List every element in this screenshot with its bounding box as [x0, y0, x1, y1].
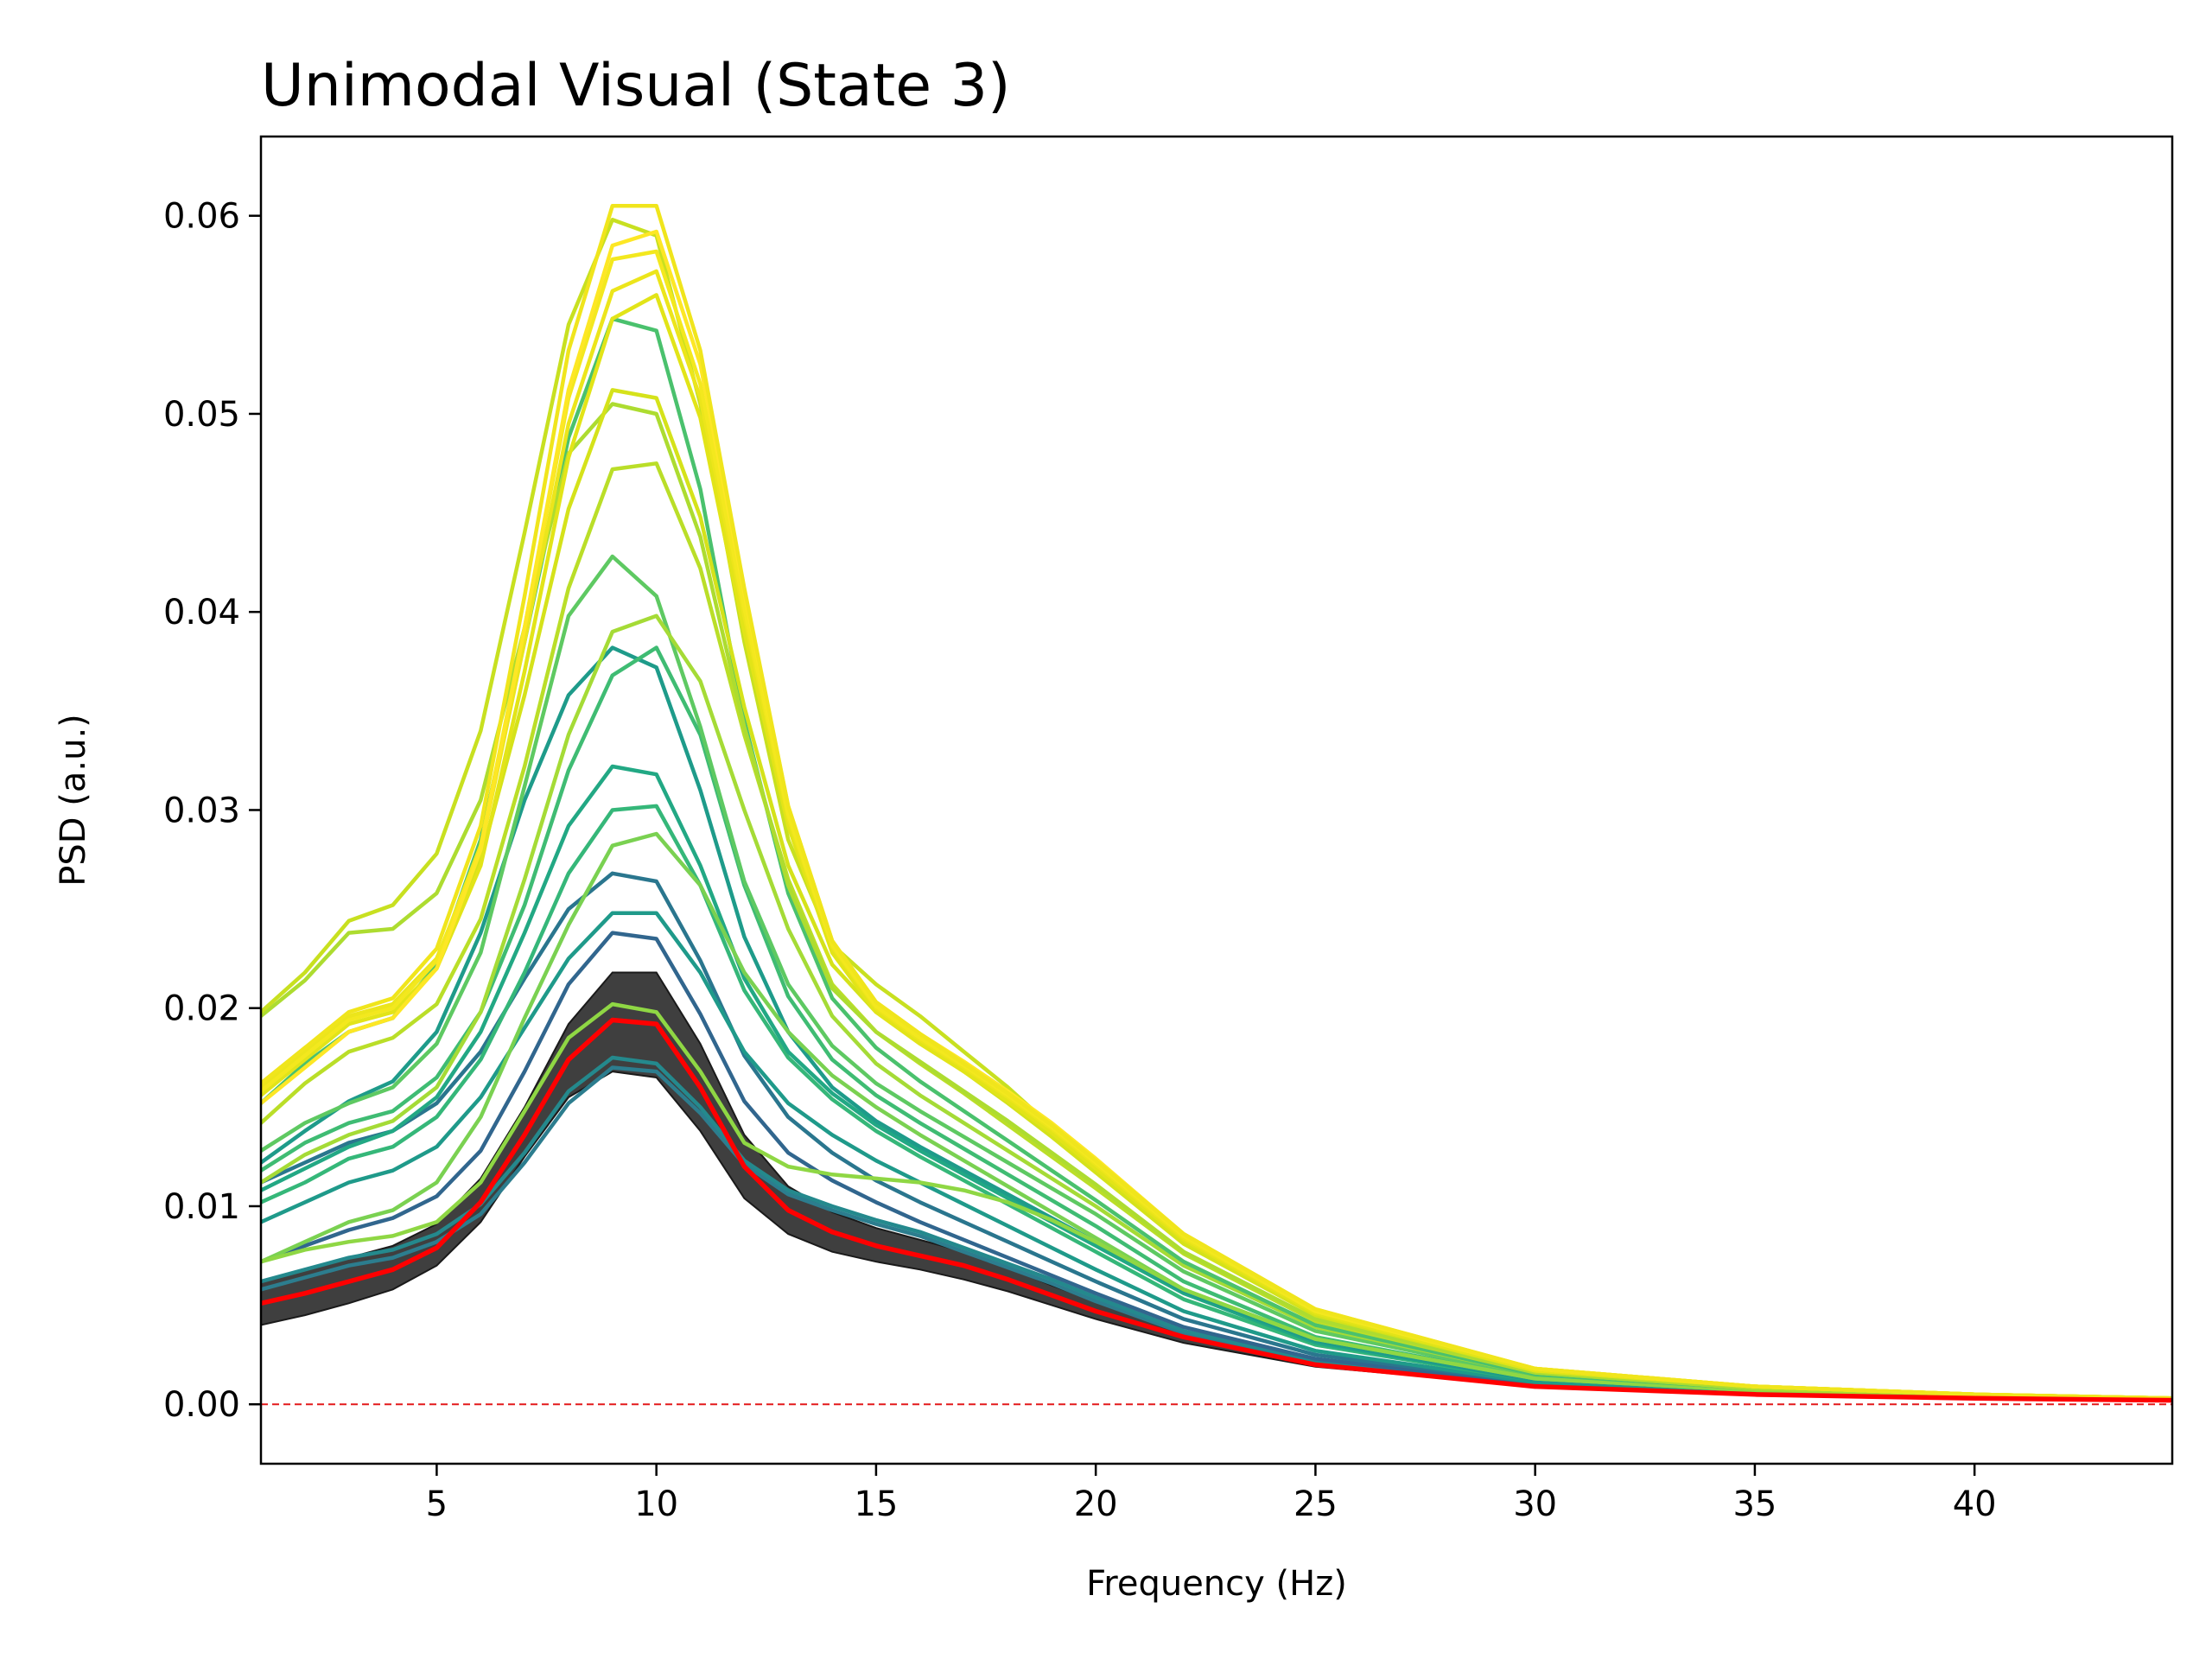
- x-tick-label: 20: [1074, 1484, 1118, 1524]
- y-tick-label: 0.00: [163, 1385, 240, 1425]
- series-line-16: [261, 402, 2172, 1402]
- y-tick-label: 0.02: [163, 989, 240, 1029]
- series-line-2: [261, 1055, 2172, 1402]
- x-tick-label: 15: [854, 1484, 898, 1524]
- x-tick-label: 25: [1294, 1484, 1338, 1524]
- y-tick-label: 0.04: [163, 593, 240, 632]
- series-line-3: [261, 931, 2172, 1402]
- x-tick-label: 40: [1953, 1484, 1997, 1524]
- x-tick-label: 35: [1732, 1484, 1777, 1524]
- plot-frame: [259, 135, 2174, 1465]
- x-tick-label: 5: [426, 1484, 448, 1524]
- y-axis: 0.00 0.01 0.02 0.03 0.04 0.05 0.06: [163, 197, 261, 1425]
- series-line-4: [261, 871, 2172, 1402]
- series-line-6: [261, 804, 2172, 1402]
- y-tick-label: 0.06: [163, 197, 240, 237]
- series-line-23: [261, 203, 2172, 1401]
- x-tick-label: 10: [634, 1484, 678, 1524]
- y-tick-label: 0.03: [163, 791, 240, 830]
- y-tick-label: 0.01: [163, 1187, 240, 1227]
- series-line-10: [261, 554, 2172, 1402]
- mean-line: [261, 1017, 2172, 1403]
- x-axis: 5 10 15 20 25 30 35 40: [426, 1464, 1997, 1524]
- series-line-12: [261, 1001, 2172, 1402]
- series-line-9: [261, 645, 2172, 1402]
- chart-title: Unimodal Visual (State 3): [261, 52, 1011, 120]
- y-axis-label: PSD (a.u.): [54, 714, 93, 887]
- x-axis-label: Frequency (Hz): [1086, 1564, 1347, 1604]
- plot-area: [261, 203, 2172, 1406]
- x-tick-label: 30: [1513, 1484, 1557, 1524]
- y-tick-label: 0.05: [163, 395, 240, 435]
- series-line-13: [261, 613, 2172, 1402]
- series-line-5: [261, 911, 2172, 1402]
